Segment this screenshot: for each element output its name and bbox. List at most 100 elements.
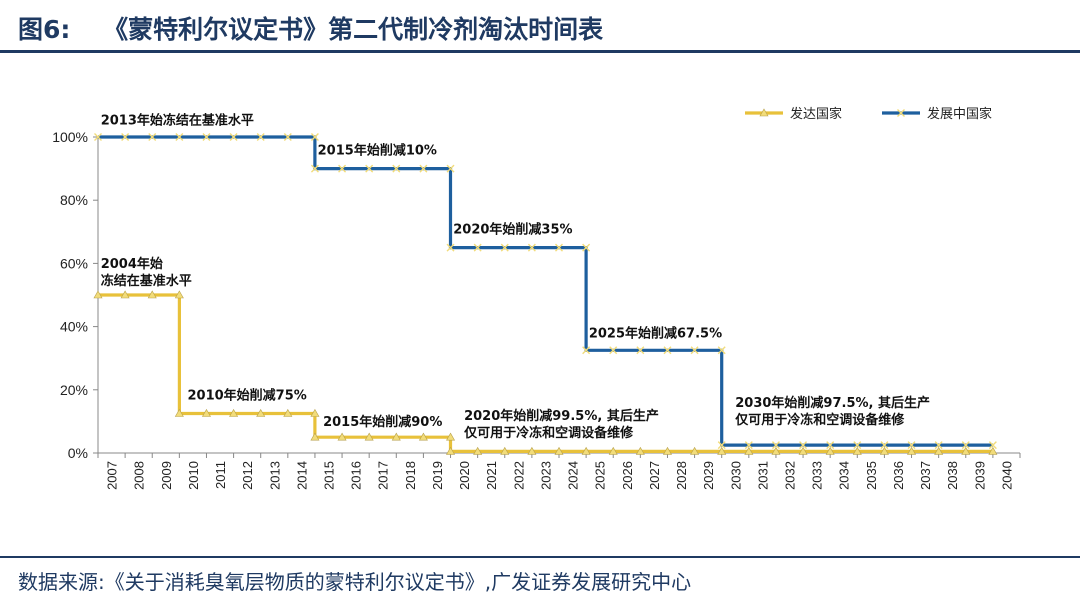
marker-developed (500, 446, 510, 455)
marker-developed (147, 290, 157, 299)
marker-developing (175, 133, 184, 141)
annotation-a9: 2020年始削减99.5%, 其后生产仅可用于冷冻和空调设备维修 (463, 408, 659, 441)
x-tick-label: 2013 (267, 461, 282, 490)
annotation-line: 2015年始削减90% (323, 414, 442, 430)
x-tick-label: 2025 (593, 461, 608, 490)
marker-developed (798, 446, 808, 455)
y-tick-label: 40% (60, 319, 88, 335)
marker-developed (744, 446, 754, 455)
legend-marker-developing (897, 109, 905, 117)
annotation-line: 2013年始冻结在基准水平 (101, 112, 254, 128)
x-tick-label: 2022 (511, 461, 526, 490)
marker-developing (148, 133, 157, 141)
x-tick-label: 2034 (837, 461, 852, 490)
annotation-a6: 2004年始冻结在基准水平 (101, 256, 192, 289)
marker-developed (934, 446, 944, 455)
annotation-a7: 2010年始削减75% (187, 387, 306, 403)
annotation-a1: 2013年始冻结在基准水平 (101, 112, 254, 128)
annotation-line: 仅可用于冷冻和空调设备维修 (463, 425, 634, 441)
marker-developing (121, 133, 130, 141)
marker-developed (310, 408, 320, 417)
marker-developed (310, 432, 320, 441)
annotation-a3: 2020年始削减35% (453, 221, 572, 237)
annotation-line: 2004年始 (101, 256, 163, 272)
marker-developed (446, 432, 456, 441)
marker-developing (419, 164, 428, 173)
annotation-a5: 2030年始削减97.5%, 其后生产仅可用于冷冻和空调设备维修 (734, 395, 930, 428)
x-tick-label: 2017 (376, 461, 391, 490)
annotation-a8: 2015年始削减90% (323, 414, 442, 430)
x-tick-label: 2035 (864, 461, 879, 490)
marker-developed (879, 446, 889, 455)
marker-developed (581, 446, 591, 455)
chart-series (93, 133, 998, 455)
annotation-line: 2010年始削减75% (187, 387, 306, 403)
chart-legend: 发达国家 发展中国家 (745, 106, 992, 122)
marker-developing (934, 441, 943, 450)
marker-developing (609, 346, 618, 355)
x-tick-label: 2021 (484, 461, 499, 490)
marker-developing (636, 346, 645, 355)
marker-developing (202, 133, 211, 141)
marker-developing (338, 164, 347, 173)
x-tick-label: 2023 (538, 461, 553, 490)
marker-developing (582, 243, 591, 252)
marker-developing (961, 441, 970, 450)
legend-label-developing: 发展中国家 (927, 106, 992, 122)
figure-title-text: 《蒙特利尔议定书》第二代制冷剂淘汰时间表 (103, 15, 604, 44)
annotation-line: 2015年始削减10% (318, 142, 437, 158)
marker-developed (852, 446, 862, 455)
y-tick-label: 80% (60, 192, 88, 208)
marker-developing (663, 346, 672, 355)
x-tick-label: 2008 (132, 461, 147, 490)
marker-developed (907, 446, 917, 455)
marker-developing (310, 164, 319, 173)
marker-developed (229, 408, 239, 417)
figure-label: 图6: (18, 15, 71, 44)
marker-developing (555, 243, 563, 252)
x-tick-label: 2012 (240, 461, 255, 490)
marker-developed (608, 446, 618, 455)
marker-developing (446, 243, 455, 252)
title-divider (0, 50, 1080, 53)
x-tick-label: 2026 (620, 461, 635, 490)
marker-developing (771, 441, 780, 450)
marker-developing (582, 346, 591, 355)
x-tick-label: 2018 (403, 461, 418, 490)
marker-developing (907, 441, 916, 450)
marker-developed (473, 446, 483, 455)
marker-developing (826, 441, 835, 450)
chart-annotations: 2013年始冻结在基准水平 2015年始削减10% 2020年始削减35% 2025年… (101, 112, 930, 440)
marker-developed (418, 432, 428, 441)
marker-developed (256, 408, 266, 417)
series-line-developing (98, 135, 993, 447)
marker-developing (229, 133, 238, 141)
x-tick-label: 2040 (999, 461, 1014, 490)
x-tick-label: 2039 (972, 461, 987, 490)
marker-developing (853, 441, 862, 450)
marker-developed (554, 446, 564, 455)
marker-developing (880, 441, 889, 450)
x-tick-label: 2037 (918, 461, 933, 490)
chart-axes: 0% 20% 40% 60% 80% 100% 2007 2008 2009 2010 2011 20… (52, 129, 1021, 490)
marker-developing (94, 133, 102, 141)
annotation-a4: 2025年始削减67.5% (589, 326, 722, 342)
marker-developed (364, 432, 374, 441)
x-tick-label: 2024 (566, 461, 581, 490)
marker-developed (446, 446, 456, 455)
y-tick-label: 20% (60, 382, 88, 398)
source-divider (0, 556, 1080, 558)
x-tick-label: 2019 (430, 461, 445, 490)
x-tick-label: 2038 (945, 461, 960, 490)
marker-developing (473, 243, 482, 252)
marker-developed (635, 446, 645, 455)
x-tick-label: 2011 (213, 461, 228, 489)
x-tick-label: 2031 (755, 461, 770, 490)
x-tick-label: 2015 (322, 461, 337, 490)
marker-developed (283, 408, 293, 417)
marker-developed (825, 446, 835, 455)
annotation-line: 2020年始削减35% (453, 221, 572, 237)
source-note: 数据来源:《关于消耗臭氧层物质的蒙特利尔议定书》,广发证券发展研究中心 (18, 570, 692, 594)
marker-developing (500, 243, 509, 252)
annotation-line: 2020年始削减99.5%, 其后生产 (464, 408, 659, 424)
